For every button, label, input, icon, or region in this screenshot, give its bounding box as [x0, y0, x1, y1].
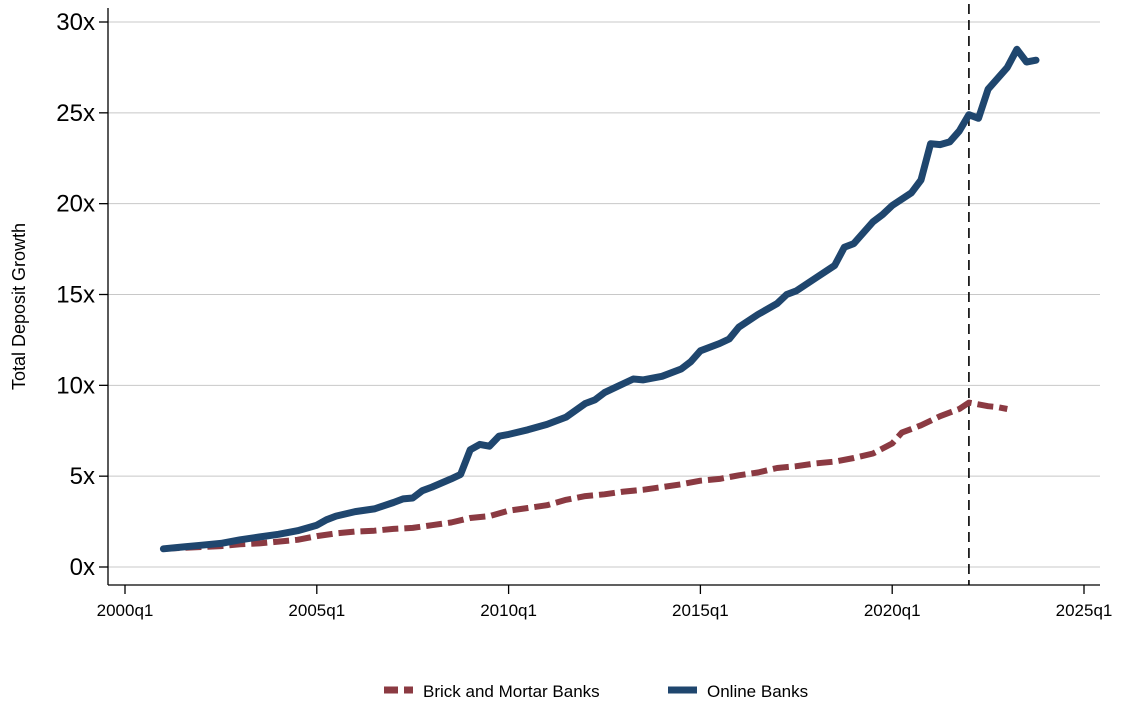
x-tick-label: 2015q1 — [672, 601, 729, 620]
legend-label-1: Online Banks — [707, 682, 808, 701]
series-group — [159, 45, 1040, 553]
legend: Brick and Mortar Banks Online Banks — [384, 682, 808, 701]
y-axis-title: Total Deposit Growth — [9, 223, 29, 390]
y-tick-label: 30x — [56, 9, 95, 36]
series-line-online — [159, 45, 1040, 553]
y-tick-label: 15x — [56, 282, 95, 309]
y-tick-label: 25x — [56, 100, 95, 127]
x-tick-label: 2010q1 — [480, 601, 537, 620]
legend-label-0: Brick and Mortar Banks — [423, 682, 600, 701]
y-tick-label: 10x — [56, 372, 95, 399]
y-tick-label: 20x — [56, 191, 95, 218]
y-axis-ticks: 0x 5x 10x 15x 20x 25x 30x — [56, 9, 108, 581]
axes — [107, 8, 1100, 586]
series-line-brick-and-mortar — [163, 399, 1008, 552]
x-axis-ticks: 2000q1 2005q1 2010q1 2015q1 2020q1 2025q1 — [97, 585, 1113, 620]
x-tick-label: 2025q1 — [1056, 601, 1113, 620]
y-tick-label: 0x — [70, 554, 95, 581]
gridlines — [108, 21, 1100, 568]
y-tick-label: 5x — [70, 463, 95, 490]
x-tick-label: 2020q1 — [864, 601, 921, 620]
x-tick-label: 2005q1 — [288, 601, 345, 620]
x-tick-label: 2000q1 — [97, 601, 154, 620]
